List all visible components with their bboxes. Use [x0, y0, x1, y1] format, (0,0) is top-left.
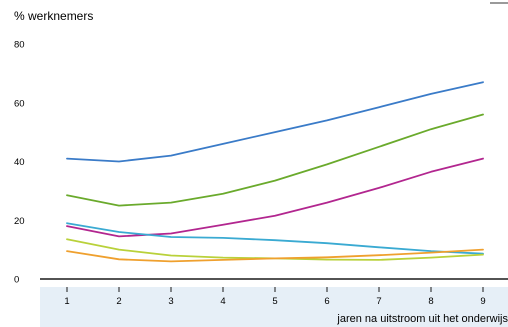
- series-lines: [66, 81, 484, 263]
- series-line-1: [66, 81, 484, 163]
- y-tick-label: 20: [14, 216, 25, 227]
- y-tick-label: 60: [14, 98, 25, 109]
- x-tick-labels: 1 2 3 4 5 6 7 8 9: [64, 296, 485, 307]
- x-tick-label: 8: [428, 296, 433, 307]
- y-tick-labels: 0 20 40 60 80: [14, 40, 25, 286]
- series-line-3: [66, 157, 484, 238]
- x-tick-label: 7: [376, 296, 381, 307]
- y-axis-label: % werknemers: [14, 9, 93, 23]
- series-line-4: [66, 222, 484, 255]
- x-tick-label: 4: [220, 296, 225, 307]
- x-tick-label: 5: [272, 296, 277, 307]
- x-tick-label: 3: [168, 296, 173, 307]
- series-line-2: [66, 113, 484, 207]
- x-tick-label: 2: [116, 296, 121, 307]
- y-tick-label: 40: [14, 157, 25, 168]
- y-tick-label: 0: [14, 275, 19, 286]
- x-tick-label: 1: [64, 296, 69, 307]
- x-tick-label: 6: [324, 296, 329, 307]
- x-tick-lines: [66, 287, 484, 292]
- x-tick-label: 9: [480, 296, 485, 307]
- x-axis-label: jaren na uitstroom uit het onderwijs: [336, 313, 508, 325]
- series-line-6: [66, 248, 484, 263]
- y-tick-label: 80: [14, 40, 25, 51]
- x-axis-band: [40, 287, 508, 327]
